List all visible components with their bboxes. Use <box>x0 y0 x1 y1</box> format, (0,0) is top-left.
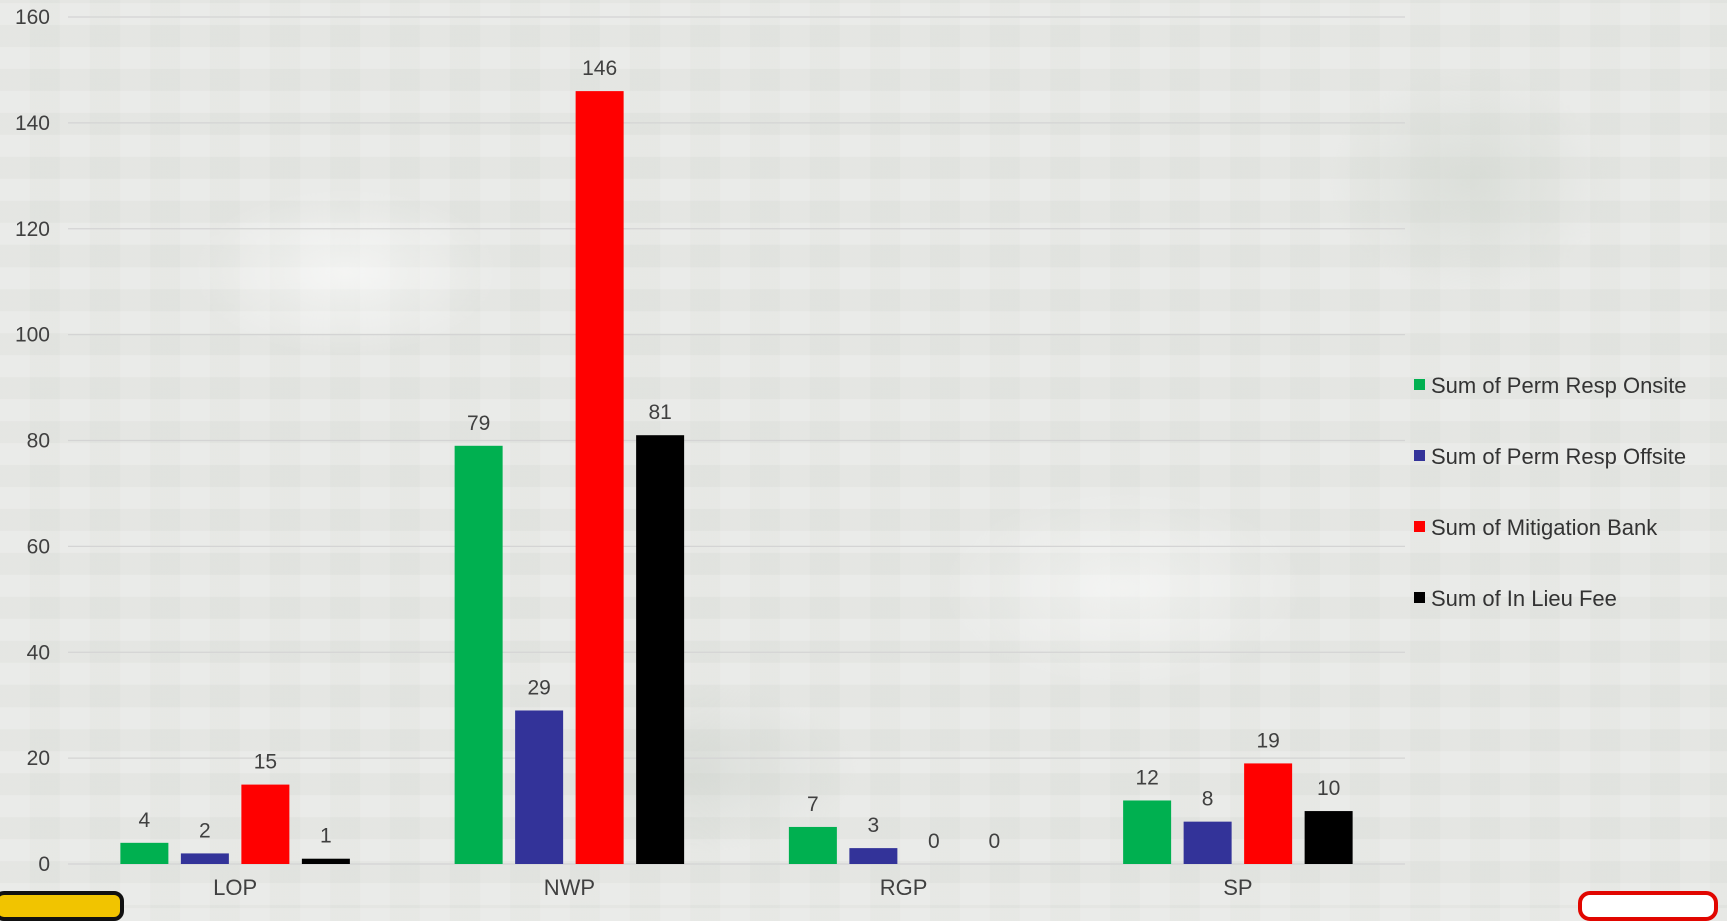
data-label: 29 <box>527 676 550 699</box>
y-tick-label: 0 <box>38 853 50 876</box>
bar <box>120 842 169 864</box>
bar <box>454 445 503 864</box>
legend: Sum of Perm Resp Onsite Sum of Perm Resp … <box>1414 373 1687 611</box>
bar <box>1304 811 1353 864</box>
bar <box>301 858 350 864</box>
data-label: 10 <box>1317 777 1340 800</box>
bars <box>120 91 1353 865</box>
legend-swatch <box>1414 450 1425 461</box>
legend-label: Sum of In Lieu Fee <box>1431 586 1617 611</box>
bar <box>1183 821 1232 864</box>
data-label: 146 <box>582 57 617 80</box>
corner-logo-right <box>1578 891 1718 921</box>
bar <box>575 91 624 865</box>
data-label: 3 <box>868 814 880 837</box>
bar <box>788 826 837 864</box>
data-label: 4 <box>139 809 151 832</box>
data-label: 0 <box>928 830 940 853</box>
data-label: 7 <box>807 793 819 816</box>
data-label: 8 <box>1202 788 1214 811</box>
category-label: SP <box>1223 875 1252 900</box>
legend-label: Sum of Perm Resp Offsite <box>1431 444 1686 469</box>
y-tick-label: 120 <box>15 218 50 241</box>
data-label: 15 <box>254 751 277 774</box>
bar <box>180 853 229 864</box>
y-tick-label: 20 <box>27 747 50 770</box>
bar <box>849 848 898 864</box>
bar <box>515 710 564 864</box>
legend-swatch <box>1414 379 1425 390</box>
category-label: NWP <box>544 875 595 900</box>
bar <box>1244 763 1293 864</box>
y-tick-label: 40 <box>27 641 50 664</box>
bar <box>241 784 290 864</box>
category-label: RGP <box>880 875 928 900</box>
x-axis-categories: LOP NWP RGP SP <box>213 875 1252 900</box>
data-label: 19 <box>1256 729 1279 752</box>
data-label: 2 <box>199 819 211 842</box>
legend-swatch <box>1414 521 1425 532</box>
y-tick-label: 80 <box>27 430 50 453</box>
data-label: 79 <box>467 412 490 435</box>
data-labels: 4 2 15 1 79 29 146 81 7 3 0 0 12 8 19 10 <box>139 57 1341 853</box>
data-label: 12 <box>1135 766 1158 789</box>
y-tick-label: 60 <box>27 535 50 558</box>
gridlines <box>68 16 1405 865</box>
legend-label: Sum of Mitigation Bank <box>1431 515 1658 540</box>
data-label: 0 <box>989 830 1001 853</box>
legend-label: Sum of Perm Resp Onsite <box>1431 373 1687 398</box>
y-axis-ticks: 0 20 40 60 80 100 120 140 160 <box>15 6 50 876</box>
corner-logo-left <box>0 891 124 921</box>
bar <box>1123 800 1172 864</box>
data-label: 1 <box>320 825 332 848</box>
y-tick-label: 140 <box>15 112 50 135</box>
bar <box>636 435 685 864</box>
legend-swatch <box>1414 592 1425 603</box>
y-tick-label: 100 <box>15 324 50 347</box>
data-label: 81 <box>648 401 671 424</box>
category-label: LOP <box>213 875 257 900</box>
y-tick-label: 160 <box>15 6 50 29</box>
